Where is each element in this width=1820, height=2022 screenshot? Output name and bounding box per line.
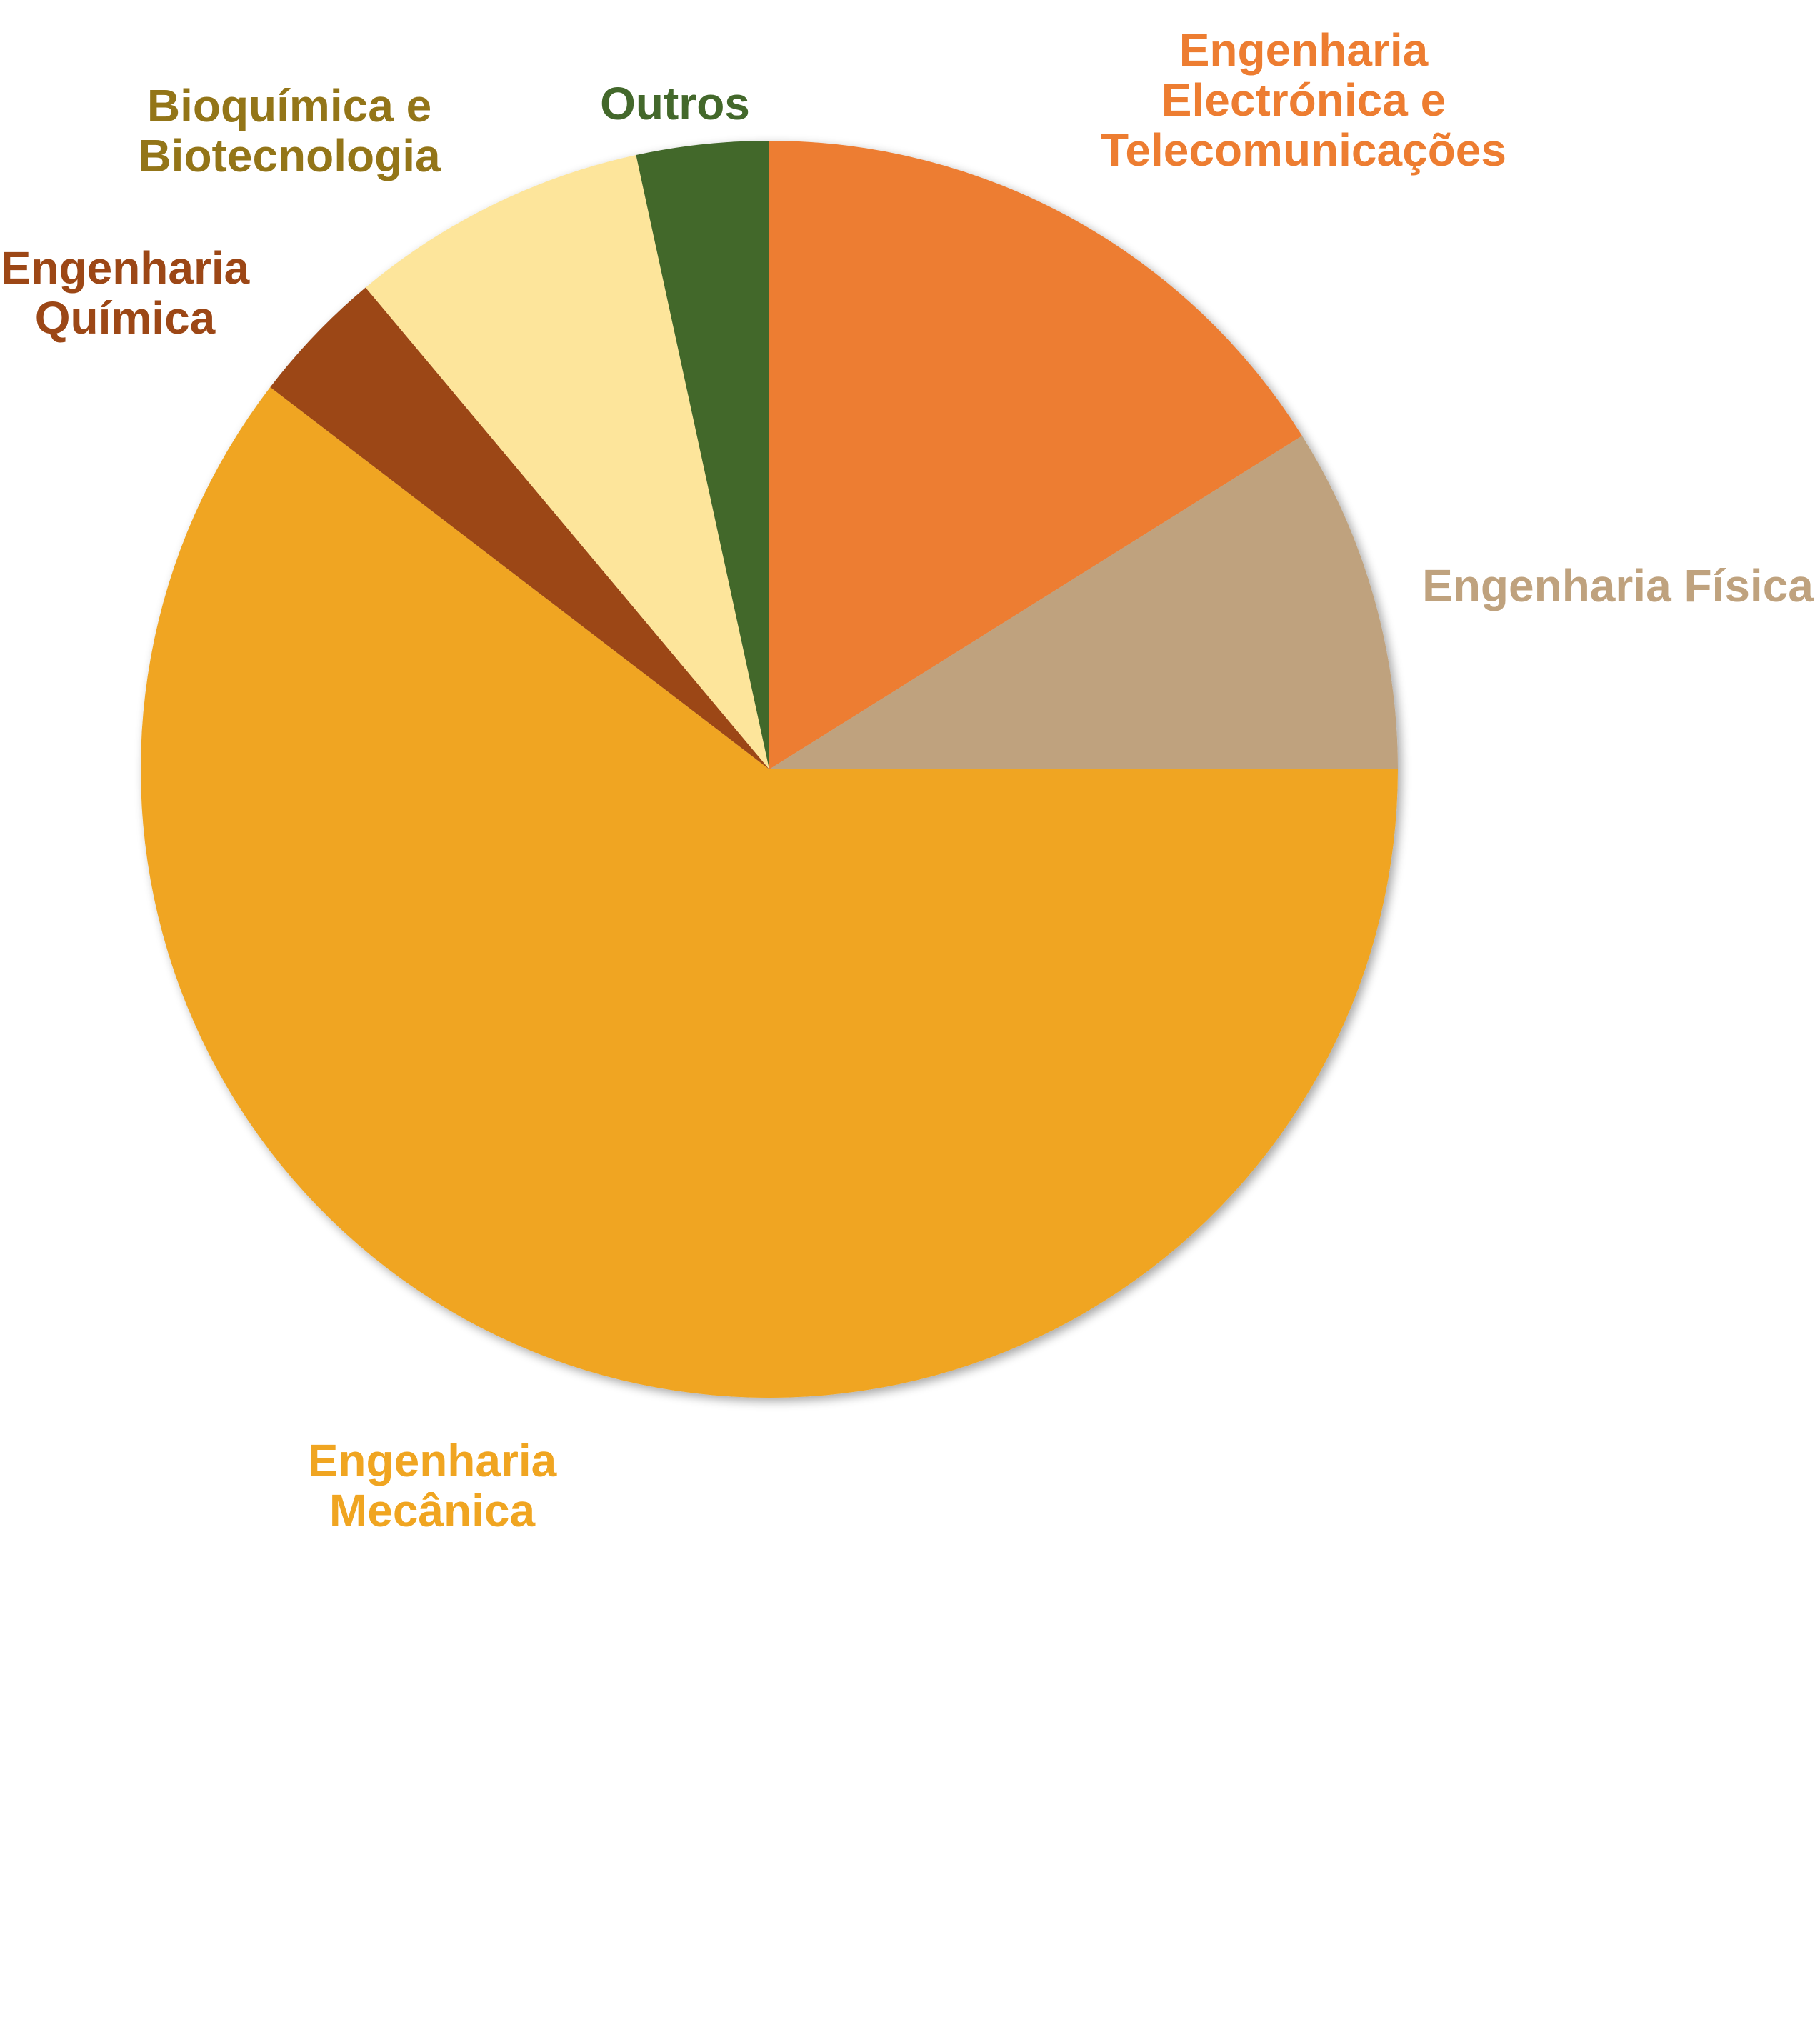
- slice-label-line: Electrónica e: [1161, 74, 1446, 126]
- slice-label-line: Outros: [600, 78, 750, 129]
- slice-label: Bioquímica e Biotecnologia: [138, 80, 441, 181]
- slice-label-line: Bioquímica e: [147, 80, 431, 131]
- slice-label: Outros: [600, 78, 750, 129]
- slice-label-line: Química: [35, 292, 216, 344]
- pie-labels: Engenharia Electrónica e TelecomunicaçõesE…: [1, 24, 1814, 1536]
- slice-label: Engenharia Química: [1, 242, 250, 344]
- slice-label-line: Engenharia: [1179, 24, 1429, 76]
- pie-slice: [769, 141, 1302, 769]
- slice-label: Engenharia Física: [1422, 560, 1814, 611]
- slice-label-line: Engenharia: [308, 1435, 557, 1486]
- slice-label: Engenharia Mecânica: [308, 1435, 557, 1536]
- pie-slice: [140, 387, 1398, 1398]
- slice-label-line: Engenharia: [1, 242, 250, 294]
- pie-slice: [365, 155, 769, 769]
- pie-slice: [636, 141, 769, 769]
- slice-label: Engenharia Electrónica e Telecomunicações: [1101, 24, 1506, 176]
- pie-slice: [769, 436, 1398, 769]
- slice-label-line: Mecânica: [329, 1485, 536, 1536]
- pie-slice: [270, 287, 769, 769]
- slice-label-line: Engenharia Física: [1422, 560, 1814, 611]
- pie-slices: [140, 141, 1398, 1398]
- slice-label-line: Telecomunicações: [1101, 124, 1506, 176]
- slice-label-line: Biotecnologia: [138, 130, 441, 181]
